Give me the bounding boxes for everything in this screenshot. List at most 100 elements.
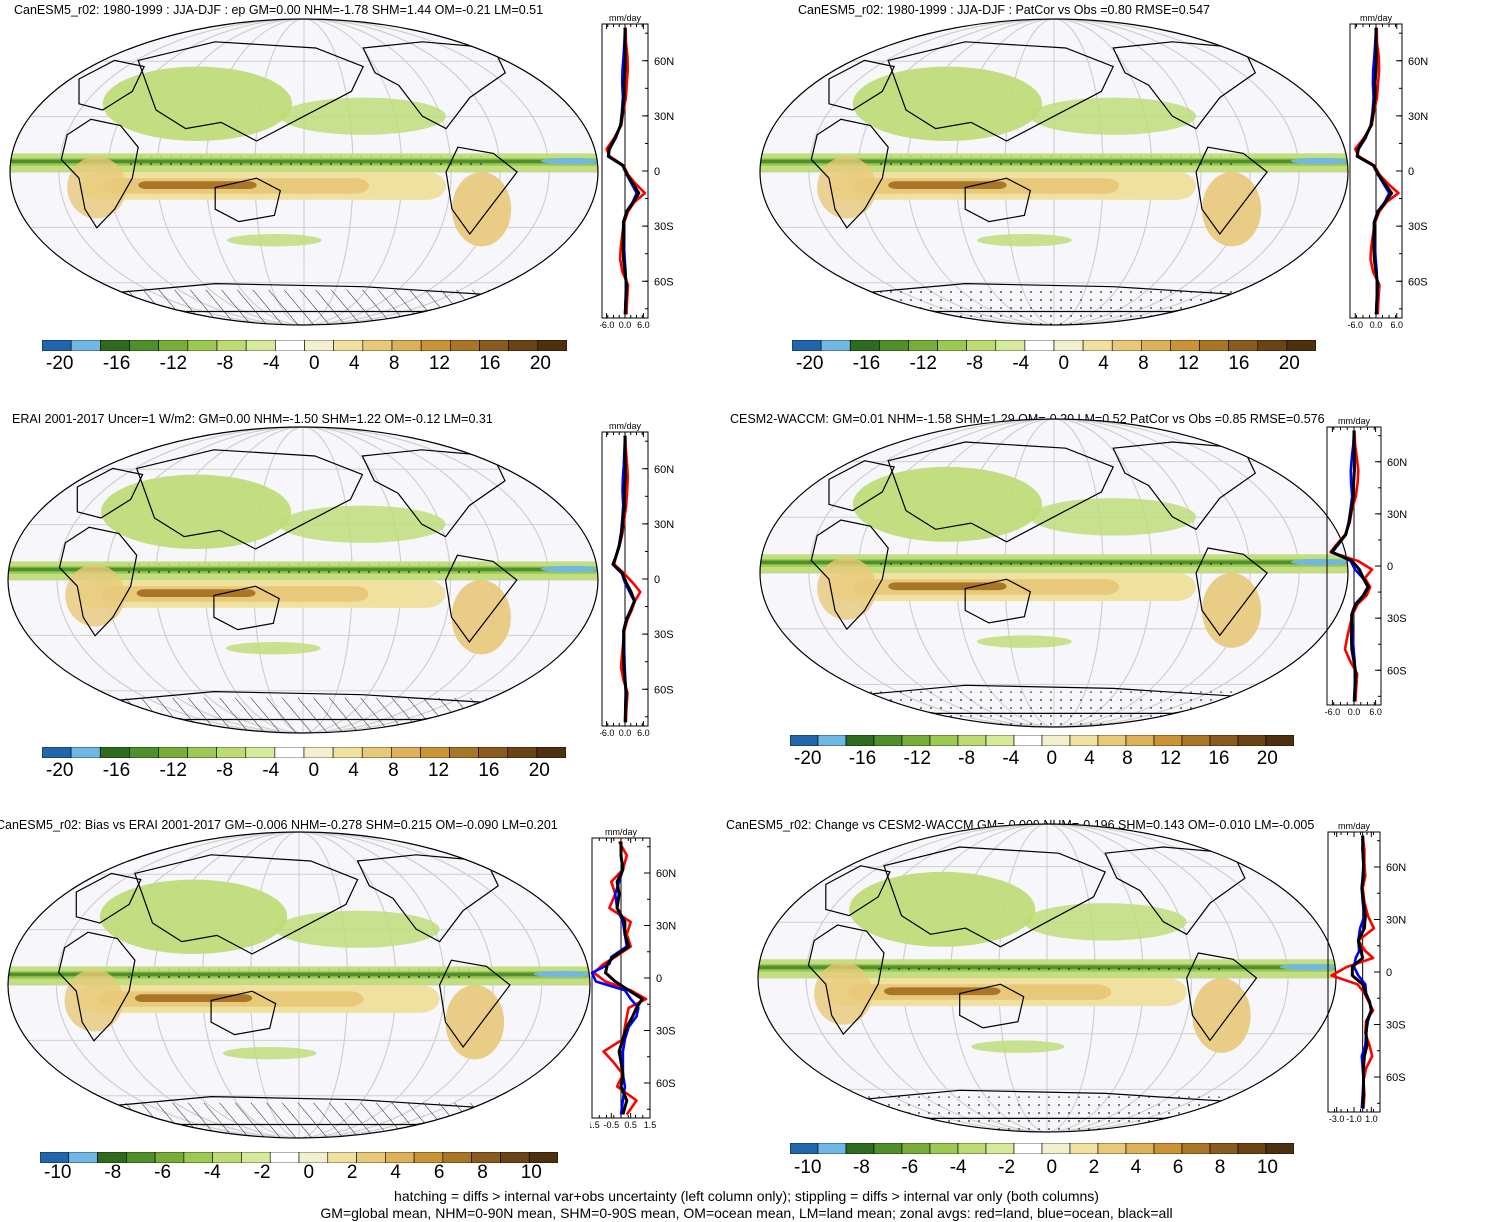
zonal-xtick-label: 0.0 [619, 320, 632, 330]
colorbar-tick-label: 4 [1084, 748, 1095, 770]
colorbar-swatch [790, 1143, 818, 1154]
colorbar-swatch [275, 340, 304, 351]
colorbar-swatch [42, 340, 71, 351]
colorbar-swatch [100, 340, 129, 351]
colorbar-tick-label: -6 [154, 1162, 171, 1184]
colorbar-swatch [1014, 735, 1042, 746]
colorbar-swatch [902, 1143, 930, 1154]
colorbar-tick-label: -4 [1002, 748, 1019, 770]
zonal-line-all [1357, 28, 1391, 315]
colorbar-swatch [1154, 1143, 1182, 1154]
colorbar-tick-label: -4 [262, 760, 279, 782]
colorbar-tick-label: 6 [434, 1162, 445, 1184]
colorbar [42, 747, 566, 758]
colorbar-swatch [850, 340, 879, 351]
colorbar-swatch [902, 735, 930, 746]
zonal-xtick-label: -6.0 [600, 728, 614, 738]
zonal-lat-label: 0 [1387, 561, 1393, 573]
colorbar-swatch [130, 340, 159, 351]
colorbar-swatch [1200, 340, 1229, 351]
colorbar-tick-label: 10 [521, 1162, 542, 1184]
stippling [126, 157, 481, 166]
colorbar-tick-label: -16 [853, 353, 880, 375]
colorbar-swatch [391, 747, 420, 758]
colorbar-swatch [1083, 340, 1112, 351]
colorbar-swatch [818, 735, 846, 746]
colorbar-swatch [421, 340, 450, 351]
colorbar-swatch [188, 747, 217, 758]
colorbar-tick-label: 12 [429, 353, 450, 375]
colorbar-tick-label: -8 [216, 760, 233, 782]
colorbar-tick-label: 4 [1131, 1157, 1142, 1179]
colorbar-swatch [450, 340, 479, 351]
zonal-unit-label: mm/day [605, 828, 638, 837]
stippling [872, 962, 1221, 971]
colorbar-swatch [986, 735, 1014, 746]
colorbar-swatch [1141, 340, 1170, 351]
zonal-xtick-label: -6.0 [1348, 320, 1363, 330]
stippling-south [758, 290, 1350, 327]
zonal-lat-label: 60S [656, 1078, 676, 1090]
colorbar-tick-label: -2 [998, 1157, 1015, 1179]
stippling-south [758, 692, 1350, 729]
stippling [123, 970, 475, 979]
zonal-lat-label: 30N [1387, 509, 1407, 521]
colorbar-swatch [480, 340, 509, 351]
zonal-lat-label: 60S [654, 684, 674, 696]
colorbar-swatch [1126, 735, 1154, 746]
colorbar-swatch [1054, 340, 1083, 351]
stippling [876, 157, 1231, 166]
zonal-xtick-label: -3.0 [1329, 1114, 1345, 1124]
colorbar-swatch [1182, 735, 1210, 746]
colorbar-swatch [537, 747, 566, 758]
colorbar-swatch [879, 340, 908, 351]
zonal-xtick-label: 6.0 [637, 728, 650, 738]
colorbar-tick-label: 16 [478, 760, 499, 782]
zonal-xtick-label: 0.0 [619, 728, 632, 738]
colorbar-tick-label: 16 [1208, 748, 1229, 770]
colorbar-swatch [1170, 340, 1199, 351]
colorbar-swatch [846, 1143, 874, 1154]
colorbar-tick-label: 4 [349, 353, 360, 375]
colorbar-swatch [1266, 735, 1294, 746]
colorbar-swatch [874, 1143, 902, 1154]
colorbar-swatch [958, 735, 986, 746]
colorbar-tick-label: -4 [263, 353, 280, 375]
colorbar-swatch [1042, 1143, 1070, 1154]
colorbar-tick-label: 12 [428, 760, 449, 782]
panel-title: ERAI 2001-2017 Uncer=1 W/m2: GM=0.00 NHM… [12, 412, 493, 426]
colorbar-tick-label: 8 [1215, 1157, 1226, 1179]
stippling [876, 557, 1231, 566]
colorbar-swatch [217, 747, 246, 758]
colorbar-tick-label: 0 [309, 353, 320, 375]
zonal-unit-label: mm/day [1338, 417, 1371, 426]
colorbar-tick-label: -20 [46, 760, 73, 782]
colorbar-tick-label: -12 [909, 353, 936, 375]
zonal-unit-label: mm/day [609, 14, 642, 23]
zonal-lat-label: 0 [654, 166, 660, 178]
zonal-xtick-label: 1.0 [1365, 1114, 1378, 1124]
colorbar-tick-label: -10 [44, 1162, 71, 1184]
colorbar-swatch [333, 747, 362, 758]
colorbar-swatch [1025, 340, 1054, 351]
zonal-lat-label: 30N [656, 921, 676, 933]
panel-title: CanESM5_r02: 1980-1999 : JJA-DJF : PatCo… [798, 3, 1210, 17]
colorbar-swatch [1210, 1143, 1238, 1154]
map-plot [756, 822, 1338, 1134]
zonal-lat-label: 30S [1387, 613, 1407, 625]
colorbar-swatch [188, 340, 217, 351]
colorbar-swatch [508, 747, 537, 758]
colorbar-tick-label: 10 [1257, 1157, 1278, 1179]
footer-line-2: GM=global mean, NHM=0-90N mean, SHM=0-90… [0, 1205, 1493, 1222]
colorbar-tick-label: -8 [104, 1162, 121, 1184]
colorbar-tick-label: -2 [254, 1162, 271, 1184]
